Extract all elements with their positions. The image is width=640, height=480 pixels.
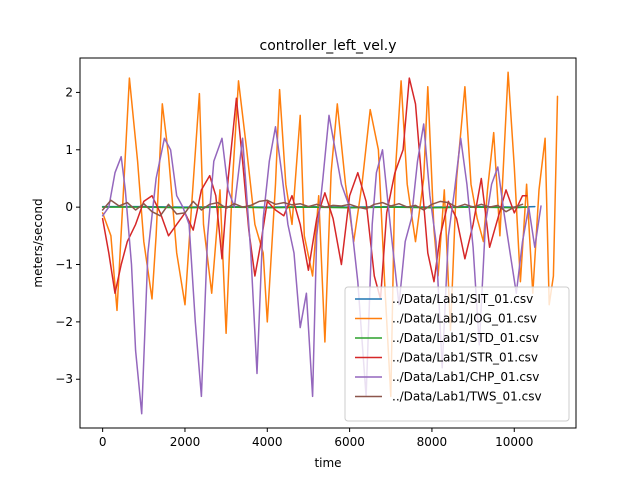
series-line: [101, 114, 542, 415]
legend-label: ../Data/Lab1/STR_01.csv: [392, 351, 538, 365]
x-tick-label: 4000: [252, 435, 283, 449]
x-axis: 0 2000 4000 6000 8000 10000: [99, 428, 533, 449]
series-line: [101, 71, 559, 398]
y-axis: −3 −2 −1 0 1 2: [55, 85, 80, 386]
y-tick-label: −3: [55, 372, 73, 386]
y-tick-label: −2: [55, 315, 73, 329]
x-axis-label: time: [314, 456, 341, 470]
x-tick-label: 8000: [417, 435, 448, 449]
x-tick-label: 6000: [334, 435, 365, 449]
x-tick-label: 0: [99, 435, 107, 449]
axes-frame: [79, 57, 577, 429]
y-tick-label: 1: [65, 143, 73, 157]
plot-area: 0 2000 4000 6000 8000 10000 −3 −2 −1 0 1 2: [55, 57, 577, 449]
chart-title: controller_left_vel.y: [260, 38, 397, 54]
legend-label: ../Data/Lab1/CHP_01.csv: [392, 370, 539, 384]
legend-box: [344, 286, 570, 422]
series-line: [101, 199, 524, 217]
legend-label: ../Data/Lab1/JOG_01.csv: [392, 312, 537, 326]
y-axis-label: meters/second: [31, 198, 45, 287]
x-tick-label: 2000: [170, 435, 201, 449]
y-tick-label: 2: [65, 85, 73, 99]
legend: ../Data/Lab1/SIT_01.csv ../Data/Lab1/JOG_…: [344, 286, 570, 422]
legend-items: ../Data/Lab1/SIT_01.csv ../Data/Lab1/JOG_…: [355, 292, 542, 404]
series-layer: [101, 71, 559, 415]
y-tick-label: 0: [65, 200, 73, 214]
legend-label: ../Data/Lab1/STD_01.csv: [392, 331, 539, 345]
legend-label: ../Data/Lab1/TWS_01.csv: [392, 390, 542, 404]
legend-label: ../Data/Lab1/SIT_01.csv: [392, 292, 533, 306]
x-tick-label: 10000: [495, 435, 533, 449]
y-tick-label: −1: [55, 258, 73, 272]
